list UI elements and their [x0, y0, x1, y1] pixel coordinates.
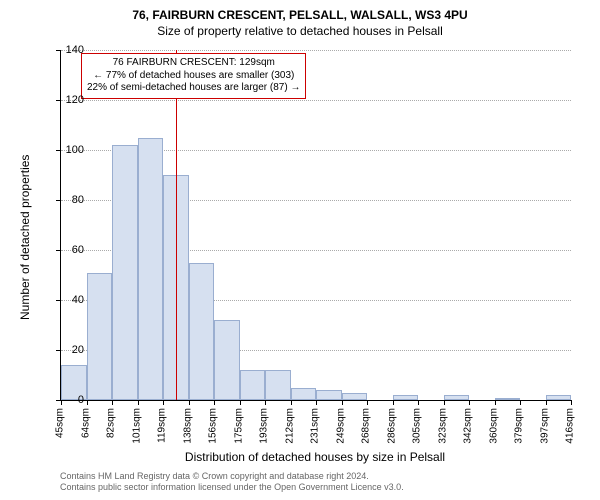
xtick-label: 249sqm	[335, 408, 346, 444]
histogram-bar	[138, 138, 164, 401]
xtick-mark	[571, 400, 572, 405]
x-axis-label: Distribution of detached houses by size …	[60, 450, 570, 464]
xtick-mark	[189, 400, 190, 405]
histogram-bar	[316, 390, 342, 400]
annotation-line: 22% of semi-detached houses are larger (…	[87, 82, 300, 95]
histogram-bar	[546, 395, 572, 400]
xtick-mark	[495, 400, 496, 405]
footer-line1: Contains HM Land Registry data © Crown c…	[60, 471, 404, 483]
gridline	[61, 50, 571, 51]
histogram-bar	[342, 393, 368, 401]
xtick-mark	[265, 400, 266, 405]
histogram-bar	[87, 273, 113, 401]
ytick-label: 60	[54, 244, 84, 256]
histogram-bar	[265, 370, 291, 400]
reference-line	[176, 50, 177, 400]
xtick-label: 323sqm	[437, 408, 448, 444]
xtick-label: 379sqm	[514, 408, 525, 444]
xtick-mark	[87, 400, 88, 405]
plot-region: 76 FAIRBURN CRESCENT: 129sqm← 77% of det…	[60, 50, 571, 401]
xtick-label: 64sqm	[80, 408, 91, 438]
xtick-mark	[520, 400, 521, 405]
footer-line2: Contains public sector information licen…	[60, 482, 404, 494]
xtick-mark	[240, 400, 241, 405]
xtick-label: 175sqm	[233, 408, 244, 444]
y-axis-label: Number of detached properties	[18, 155, 32, 320]
chart-area: 76 FAIRBURN CRESCENT: 129sqm← 77% of det…	[60, 50, 570, 400]
xtick-label: 268sqm	[361, 408, 372, 444]
ytick-label: 0	[54, 394, 84, 406]
xtick-mark	[393, 400, 394, 405]
annotation-line: ← 77% of detached houses are smaller (30…	[87, 70, 300, 83]
xtick-label: 416sqm	[565, 408, 576, 444]
xtick-label: 212sqm	[284, 408, 295, 444]
xtick-mark	[316, 400, 317, 405]
histogram-bar	[112, 145, 138, 400]
xtick-label: 138sqm	[182, 408, 193, 444]
xtick-mark	[138, 400, 139, 405]
xtick-mark	[214, 400, 215, 405]
annotation-line: 76 FAIRBURN CRESCENT: 129sqm	[87, 57, 300, 70]
histogram-bar	[393, 395, 419, 400]
xtick-mark	[546, 400, 547, 405]
histogram-bar	[444, 395, 470, 400]
xtick-mark	[163, 400, 164, 405]
xtick-label: 82sqm	[106, 408, 117, 438]
histogram-bar	[189, 263, 215, 401]
ytick-label: 140	[54, 44, 84, 56]
xtick-mark	[367, 400, 368, 405]
xtick-label: 119sqm	[157, 408, 168, 443]
ytick-label: 80	[54, 194, 84, 206]
xtick-mark	[291, 400, 292, 405]
xtick-label: 342sqm	[463, 408, 474, 444]
footer-attribution: Contains HM Land Registry data © Crown c…	[60, 471, 404, 494]
xtick-label: 193sqm	[259, 408, 270, 444]
title-main: 76, FAIRBURN CRESCENT, PELSALL, WALSALL,…	[0, 0, 600, 22]
xtick-label: 45sqm	[55, 408, 66, 438]
xtick-mark	[469, 400, 470, 405]
xtick-label: 101sqm	[131, 408, 142, 444]
xtick-mark	[342, 400, 343, 405]
xtick-label: 286sqm	[386, 408, 397, 444]
ytick-label: 120	[54, 94, 84, 106]
xtick-label: 397sqm	[539, 408, 550, 444]
histogram-bar	[291, 388, 317, 401]
xtick-label: 231sqm	[310, 408, 321, 444]
ytick-label: 100	[54, 144, 84, 156]
xtick-mark	[418, 400, 419, 405]
annotation-box: 76 FAIRBURN CRESCENT: 129sqm← 77% of det…	[81, 53, 306, 99]
xtick-mark	[112, 400, 113, 405]
chart-container: 76, FAIRBURN CRESCENT, PELSALL, WALSALL,…	[0, 0, 600, 500]
histogram-bar	[240, 370, 266, 400]
histogram-bar	[495, 398, 521, 401]
title-sub: Size of property relative to detached ho…	[0, 22, 600, 38]
xtick-label: 305sqm	[412, 408, 423, 444]
xtick-label: 360sqm	[488, 408, 499, 444]
histogram-bar	[214, 320, 240, 400]
xtick-mark	[444, 400, 445, 405]
gridline	[61, 100, 571, 101]
ytick-label: 20	[54, 344, 84, 356]
ytick-label: 40	[54, 294, 84, 306]
xtick-label: 156sqm	[208, 408, 219, 444]
